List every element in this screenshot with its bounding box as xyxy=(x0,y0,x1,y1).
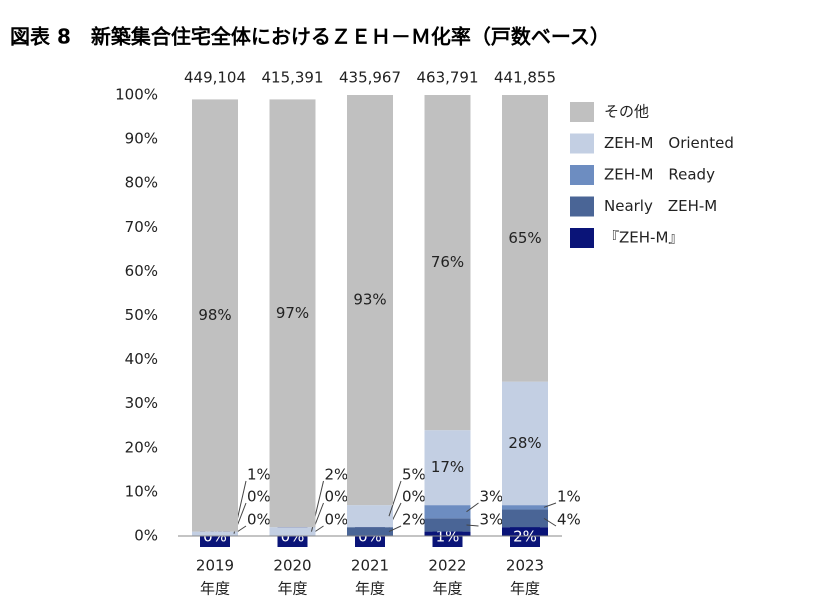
x-tick-label: 2019 xyxy=(196,557,234,575)
leader-line xyxy=(388,525,402,533)
legend-swatch xyxy=(570,228,594,248)
y-tick-label: 30% xyxy=(125,394,158,412)
bar-segment xyxy=(424,505,471,519)
legend-label: 『ZEH-M』 xyxy=(604,229,683,247)
data-label: 0% xyxy=(325,511,349,529)
x-tick-label: 2022 xyxy=(428,557,466,575)
bar-segment xyxy=(347,505,393,528)
bar-segment xyxy=(502,509,548,528)
y-tick-label: 100% xyxy=(115,86,158,104)
chart-title: 図表 8 新築集合住宅全体におけるＺＥＨ－Ｍ化率（戸数ベース） xyxy=(10,25,610,49)
data-label: 2% xyxy=(325,466,349,484)
y-tick-label: 20% xyxy=(125,438,158,456)
y-tick-label: 60% xyxy=(125,262,158,280)
y-tick-label: 90% xyxy=(125,130,158,148)
total-label: 435,967 xyxy=(339,69,401,87)
x-tick-label: 年度 xyxy=(277,580,307,598)
leader-line xyxy=(466,524,479,527)
total-label: 415,391 xyxy=(261,69,323,87)
total-label: 463,791 xyxy=(416,69,478,87)
data-label: 2% xyxy=(402,511,426,529)
bar-segment xyxy=(269,527,316,536)
data-label: 0% xyxy=(402,488,426,506)
bar-segment xyxy=(502,381,548,506)
y-tick-label: 70% xyxy=(125,218,158,236)
data-label: 65% xyxy=(508,229,541,247)
data-label: 93% xyxy=(353,291,386,309)
bar-segment xyxy=(269,99,316,528)
bar-segment xyxy=(347,95,393,506)
data-label: 28% xyxy=(508,434,541,452)
x-tick-label: 年度 xyxy=(432,580,462,598)
total-label: 449,104 xyxy=(184,69,246,87)
y-tick-label: 0% xyxy=(134,527,158,545)
leader-line xyxy=(543,517,557,527)
data-label: 4% xyxy=(557,511,581,529)
bar-segment xyxy=(192,531,238,536)
bar-segment xyxy=(347,527,393,536)
data-label: 1% xyxy=(557,488,581,506)
x-tick-label: 2020 xyxy=(273,557,311,575)
legend-label: ZEH-M Oriented xyxy=(604,134,734,152)
data-label: 0% xyxy=(247,488,271,506)
legend-label: その他 xyxy=(604,103,649,121)
data-label: 3% xyxy=(480,488,504,506)
legend-swatch xyxy=(570,133,594,154)
y-tick-label: 50% xyxy=(125,306,158,324)
data-label: 0% xyxy=(325,488,349,506)
leader-line xyxy=(388,480,402,517)
y-tick-label: 80% xyxy=(125,174,158,192)
leader-line xyxy=(466,502,479,513)
x-tick-label: 年度 xyxy=(355,580,385,598)
total-label: 441,855 xyxy=(494,69,556,87)
y-tick-label: 40% xyxy=(125,350,158,368)
x-tick-label: 2023 xyxy=(506,557,544,575)
data-label: 3% xyxy=(480,511,504,529)
x-tick-label: 年度 xyxy=(200,580,230,598)
legend-label: Nearly ZEH-M xyxy=(604,197,717,215)
data-label: 98% xyxy=(198,306,231,324)
legend-label: ZEH-M Ready xyxy=(604,166,715,184)
data-label: 5% xyxy=(402,466,426,484)
bar-segment xyxy=(192,99,238,532)
legend-swatch xyxy=(570,165,594,185)
legend-swatch xyxy=(570,196,594,217)
x-tick-label: 年度 xyxy=(510,580,540,598)
leader-line xyxy=(543,502,557,508)
bar-segment xyxy=(424,430,471,506)
data-label: 97% xyxy=(276,304,309,322)
data-label: 0% xyxy=(247,511,271,529)
bar-segment xyxy=(424,518,471,532)
legend-swatch xyxy=(570,102,594,122)
bar-segment xyxy=(502,95,548,382)
data-label: 17% xyxy=(431,458,464,476)
x-tick-label: 2021 xyxy=(351,557,389,575)
y-tick-label: 10% xyxy=(125,482,158,500)
data-label: 76% xyxy=(431,253,464,271)
bar-segment xyxy=(424,95,471,431)
data-label: 1% xyxy=(247,466,271,484)
bar-segment xyxy=(502,505,548,510)
